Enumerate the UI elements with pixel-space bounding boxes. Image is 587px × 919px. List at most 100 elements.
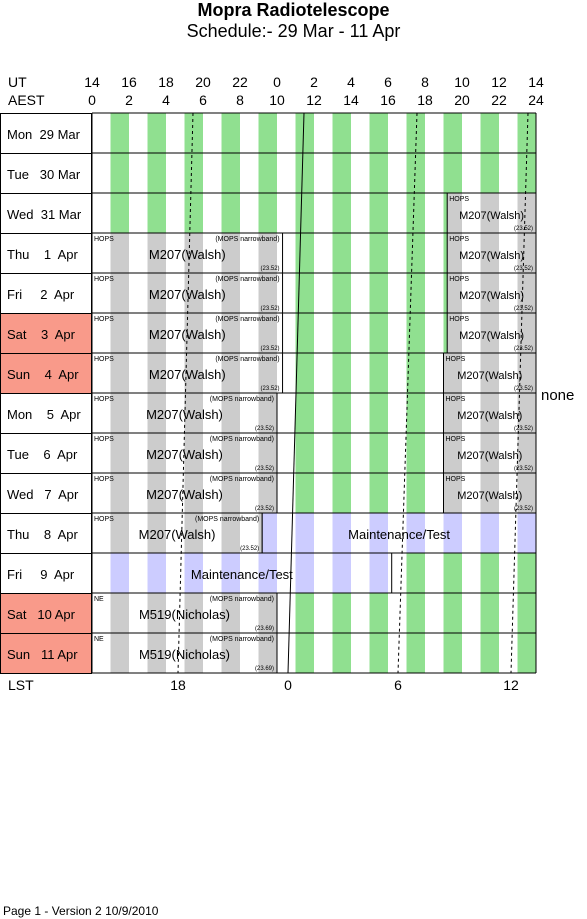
block-lst: (23.52) bbox=[261, 346, 280, 352]
block-stripe bbox=[480, 473, 499, 513]
time-stripe bbox=[406, 273, 425, 313]
block-project: M207(Walsh) bbox=[459, 250, 524, 262]
block-lst: (23.52) bbox=[255, 426, 274, 432]
block-stripe bbox=[110, 233, 129, 273]
day-row-label: Tue 6 Apr bbox=[0, 433, 92, 474]
time-stripe bbox=[369, 153, 388, 193]
block-stripe bbox=[221, 593, 240, 633]
block-stripe bbox=[110, 273, 129, 313]
block-stripe bbox=[221, 513, 240, 553]
block-stripe bbox=[295, 513, 314, 553]
day-row-label: Mon 5 Apr bbox=[0, 393, 92, 434]
time-stripe bbox=[443, 153, 462, 193]
time-stripe bbox=[443, 593, 462, 633]
time-stripe bbox=[406, 433, 425, 473]
block-project: M207(Walsh) bbox=[149, 247, 226, 262]
block-stripe bbox=[480, 353, 499, 393]
block-stripe bbox=[110, 633, 129, 673]
block-stripe bbox=[447, 273, 462, 313]
block-stripe bbox=[517, 273, 536, 313]
block-project: Maintenance/Test bbox=[191, 567, 293, 582]
lst-tick: 0 bbox=[284, 677, 292, 693]
day-row-label: Sun 11 Apr bbox=[0, 633, 92, 674]
time-stripe bbox=[406, 313, 425, 353]
block-stripe bbox=[258, 593, 277, 633]
aest-tick: 6 bbox=[199, 92, 207, 108]
day-label: Mon 29 Mar bbox=[7, 127, 80, 142]
ut-tick: 20 bbox=[195, 74, 211, 90]
time-stripe bbox=[332, 473, 351, 513]
block-lst: (23.52) bbox=[255, 466, 274, 472]
block-stripe bbox=[110, 433, 129, 473]
time-stripe bbox=[517, 633, 536, 673]
time-stripe bbox=[221, 193, 240, 233]
block-type: HOPS bbox=[446, 476, 466, 483]
time-stripe bbox=[258, 113, 277, 153]
block-project: M207(Walsh) bbox=[146, 487, 223, 502]
block-lst: (23.69) bbox=[255, 626, 274, 632]
block-stripe bbox=[517, 233, 536, 273]
time-stripe bbox=[110, 153, 129, 193]
day-label: Thu 1 Apr bbox=[7, 247, 78, 262]
day-row-label: Sat 10 Apr bbox=[0, 593, 92, 634]
day-row-label: Sun 4 Apr bbox=[0, 353, 92, 394]
block-stripe bbox=[221, 233, 240, 273]
block-type: HOPS bbox=[94, 516, 114, 523]
block-stripe bbox=[258, 273, 277, 313]
time-stripe bbox=[517, 553, 536, 593]
time-stripe bbox=[332, 633, 351, 673]
block-stripe bbox=[369, 513, 388, 553]
day-label: Wed 7 Apr bbox=[7, 487, 79, 502]
block-stripe bbox=[480, 433, 499, 473]
aest-tick: 16 bbox=[380, 92, 396, 108]
time-stripe bbox=[147, 113, 166, 153]
time-stripe bbox=[295, 353, 314, 393]
block-stripe bbox=[221, 273, 240, 313]
block-type: HOPS bbox=[94, 476, 114, 483]
time-stripe bbox=[406, 353, 425, 393]
block-stripe bbox=[221, 553, 240, 593]
time-stripe bbox=[443, 553, 462, 593]
block-project: M207(Walsh) bbox=[459, 330, 524, 342]
block-type: HOPS bbox=[94, 396, 114, 403]
lst-tick: 18 bbox=[170, 677, 186, 693]
time-stripe bbox=[480, 633, 499, 673]
time-stripe bbox=[295, 473, 314, 513]
ut-tick: 6 bbox=[384, 74, 392, 90]
block-stripe bbox=[332, 513, 351, 553]
block-type: HOPS bbox=[449, 196, 469, 203]
block-project: M207(Walsh) bbox=[457, 370, 522, 382]
footer-version: Page 1 - Version 2 10/9/2010 bbox=[3, 904, 159, 918]
time-stripe bbox=[369, 233, 388, 273]
aest-tick: 12 bbox=[306, 92, 322, 108]
time-stripe bbox=[369, 633, 388, 673]
block-stripe bbox=[517, 193, 536, 233]
page-subtitle: Schedule:- 29 Mar - 11 Apr bbox=[186, 21, 401, 41]
block-stripe bbox=[184, 273, 203, 313]
aest-tick: 8 bbox=[236, 92, 244, 108]
block-note: (MOPS narrowband) bbox=[215, 356, 279, 363]
time-stripe bbox=[332, 353, 351, 393]
block-stripe bbox=[147, 233, 166, 273]
block-stripe bbox=[517, 513, 536, 553]
block-stripe bbox=[517, 473, 536, 513]
block-stripe bbox=[369, 553, 388, 593]
block-stripe bbox=[110, 393, 129, 433]
ut-tick: 14 bbox=[528, 74, 544, 90]
block-stripe bbox=[480, 273, 499, 313]
block-note: (MOPS narrowband) bbox=[215, 276, 279, 283]
block-stripe bbox=[184, 433, 203, 473]
time-stripe bbox=[295, 113, 314, 153]
block-stripe bbox=[184, 313, 203, 353]
block-stripe bbox=[110, 353, 129, 393]
day-row-label: Fri 2 Apr bbox=[0, 273, 92, 314]
block-stripe bbox=[110, 553, 129, 593]
time-stripe bbox=[369, 433, 388, 473]
block-stripe bbox=[147, 633, 166, 673]
ut-label: UT bbox=[8, 74, 27, 90]
time-stripe bbox=[369, 593, 388, 633]
block-stripe bbox=[332, 553, 351, 593]
day-row-label: Thu 8 Apr bbox=[0, 513, 92, 554]
block-stripe bbox=[447, 193, 462, 233]
lst-tick: 12 bbox=[503, 677, 519, 693]
